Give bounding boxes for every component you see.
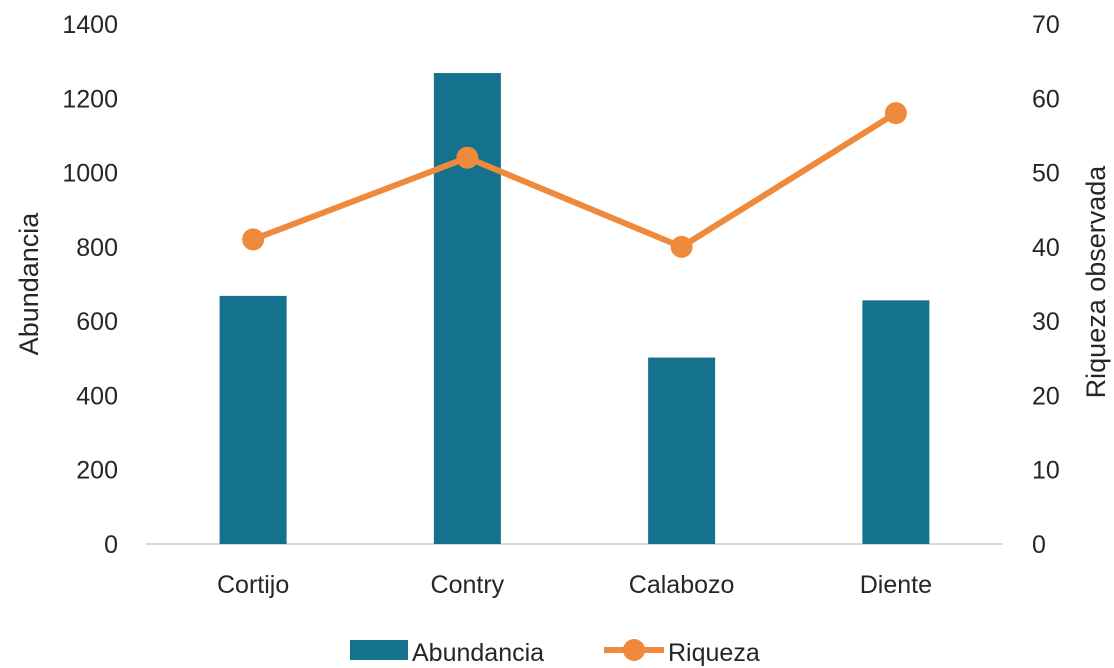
riqueza-point-diente (884, 102, 907, 125)
bar-cortijo (219, 295, 287, 544)
y2-tick-label: 60 (1032, 85, 1060, 113)
riqueza-line (250, 110, 899, 250)
bar-calabozo (648, 357, 716, 544)
y-tick-label: 1000 (62, 160, 118, 188)
x-tick-label: Contry (431, 571, 505, 599)
y2-tick-label: 20 (1032, 382, 1060, 410)
y-tick-label: 400 (76, 382, 118, 410)
y-tick-label: 800 (76, 234, 118, 262)
riqueza-point-contry (456, 146, 479, 169)
riqueza-point-cortijo (242, 228, 265, 251)
bar-series (219, 73, 930, 545)
right-tick-labels: 0 10 20 30 40 50 60 70 (1032, 11, 1060, 559)
line-series (242, 102, 907, 258)
category-labels: Cortijo Contry Calabozo Diente (217, 571, 932, 599)
x-tick-label: Calabozo (629, 571, 735, 599)
y-tick-label: 600 (76, 308, 118, 336)
y-tick-label: 1200 (62, 85, 118, 113)
y-axis-title: Abundancia (14, 212, 44, 356)
legend-swatch-bar (350, 640, 408, 660)
y2-axis-title: Riqueza observada (1081, 165, 1111, 399)
legend-marker-line (623, 639, 645, 661)
bar-contry (433, 73, 501, 545)
y2-tick-label: 50 (1032, 160, 1060, 188)
riqueza-point-calabozo (670, 235, 693, 258)
x-tick-label: Diente (860, 571, 932, 599)
y2-tick-label: 0 (1032, 531, 1046, 559)
legend-label-line: Riqueza (668, 639, 760, 667)
y-tick-label: 1400 (62, 11, 118, 39)
y2-tick-label: 70 (1032, 11, 1060, 39)
y2-tick-label: 40 (1032, 234, 1060, 262)
y2-tick-label: 30 (1032, 308, 1060, 336)
y2-tick-label: 10 (1032, 457, 1060, 485)
x-tick-label: Cortijo (217, 571, 289, 599)
bar-diente (862, 300, 930, 544)
legend: Abundancia Riqueza (350, 639, 760, 667)
y-tick-label: 0 (104, 531, 118, 559)
legend-label-bar: Abundancia (412, 639, 544, 667)
y-tick-label: 200 (76, 457, 118, 485)
left-tick-labels: 0 200 400 600 800 1000 1200 1400 (62, 11, 118, 559)
